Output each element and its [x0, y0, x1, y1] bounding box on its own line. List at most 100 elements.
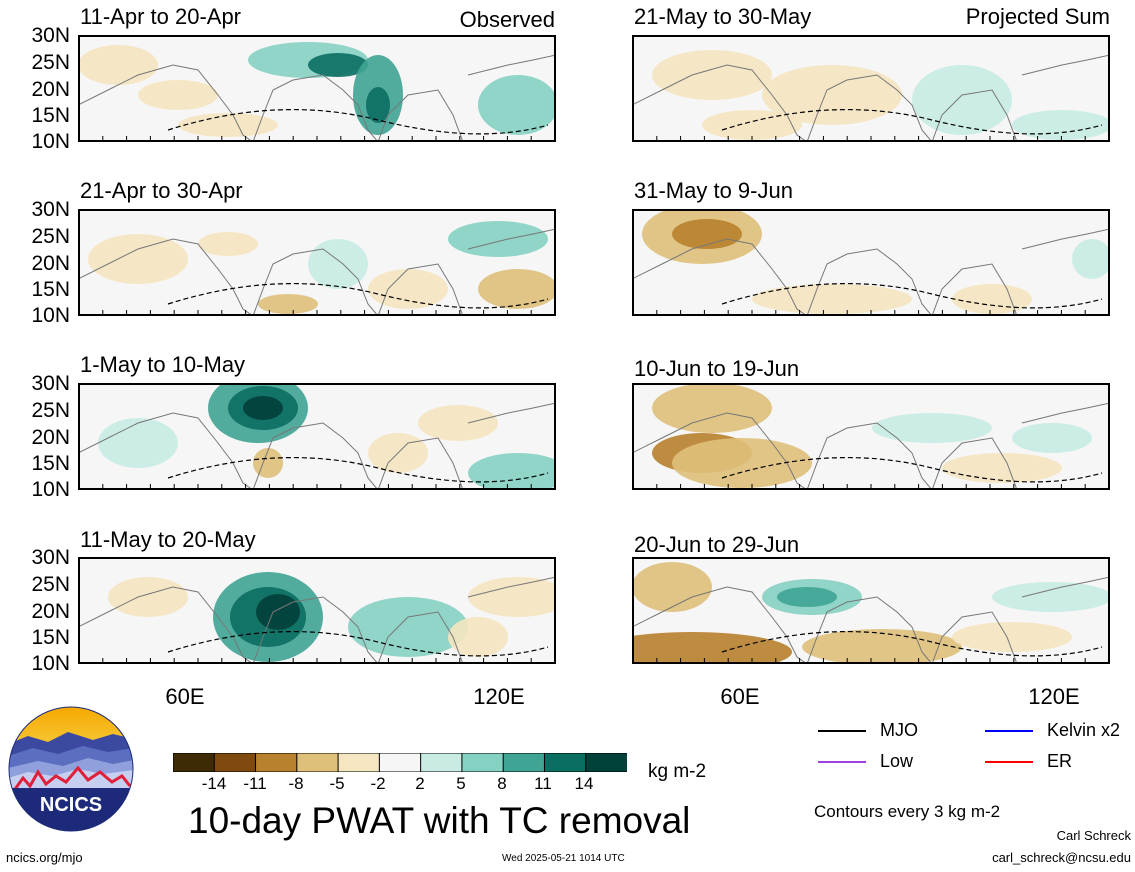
colorbar-swatch	[543, 753, 587, 772]
map-panel	[632, 557, 1110, 664]
map-panel	[632, 35, 1110, 142]
colorbar-label: -2	[370, 774, 386, 793]
lat-tick: 10N	[31, 652, 70, 675]
pwat-anomaly-blob	[98, 418, 178, 468]
pwat-anomaly-blob	[802, 629, 962, 664]
pwat-anomaly-blob	[448, 617, 508, 657]
colorbar-swatch	[337, 753, 381, 772]
pwat-anomaly-blob	[672, 438, 812, 488]
legend-item-kelvin: Kelvin x2	[985, 720, 1120, 741]
panel-title: 1-May to 10-May	[80, 352, 246, 377]
colorbar-label: 11	[534, 774, 552, 793]
footer-url: ncics.org/mjo	[6, 850, 83, 865]
mjo-contour-negative	[721, 457, 1103, 483]
pwat-anomaly-blob	[308, 53, 368, 77]
colorbar-label: 2	[415, 774, 425, 793]
coastline	[78, 576, 556, 664]
lat-tick: 25N	[31, 51, 70, 74]
pwat-anomaly-blob	[243, 396, 283, 420]
footer-email: carl_schreck@ncsu.edu	[992, 850, 1131, 865]
lat-tick: 25N	[31, 225, 70, 248]
panel-title: 11-Apr to 20-Apr	[80, 4, 242, 29]
lat-tick: 20N	[31, 600, 70, 623]
legend-label: Kelvin x2	[1047, 720, 1121, 740]
legend-swatch	[985, 729, 1033, 732]
coastline	[632, 228, 1110, 316]
ncics-logo: NCICS	[8, 706, 134, 832]
lat-tick: 10N	[31, 130, 70, 153]
mjo-contour-negative	[721, 109, 1103, 135]
mjo-contour-negative	[167, 457, 549, 483]
contour-note: Contours every 3 kg m-2	[814, 802, 1001, 821]
mjo-contour-negative	[721, 283, 1103, 309]
lat-tick: 30N	[31, 24, 70, 47]
pwat-anomaly-blob	[78, 45, 158, 85]
pwat-anomaly-blob	[1012, 110, 1110, 140]
coastline	[632, 576, 1110, 664]
panel-tag: Projected Sum	[965, 4, 1110, 29]
mjo-contour-negative	[167, 109, 549, 135]
lat-tick: 30N	[31, 546, 70, 569]
colorbar-label: -5	[329, 774, 345, 793]
pwat-anomaly-blob	[872, 413, 992, 443]
lat-tick: 15N	[31, 278, 70, 301]
pwat-anomaly-blob	[992, 582, 1110, 612]
coastline	[78, 228, 556, 316]
colorbar-swatch	[296, 753, 340, 772]
pwat-anomaly-blob	[777, 587, 837, 607]
colorbar-swatch	[378, 753, 422, 772]
lon-tick: 120E	[473, 684, 525, 709]
lat-tick: 10N	[31, 304, 70, 327]
pwat-anomaly-blob	[1012, 423, 1092, 453]
footer-author: Carl Schreck	[1056, 828, 1131, 843]
panel-title: 10-Jun to 19-Jun	[634, 356, 800, 381]
lat-tick: 30N	[31, 372, 70, 395]
colorbar-units: kg m-2	[648, 761, 707, 782]
colorbar-label: -8	[288, 774, 304, 793]
panel-title: 20-Jun to 29-Jun	[634, 532, 800, 557]
pwat-anomaly-blob	[418, 405, 498, 441]
colorbar-swatch	[420, 753, 463, 772]
pwat-anomaly-blob	[258, 294, 318, 314]
legend-swatch	[985, 760, 1033, 763]
footer-timestamp: Wed 2025-05-21 1014 UTC	[502, 853, 625, 864]
coastline	[632, 402, 1110, 490]
pwat-anomaly-blob	[632, 562, 712, 612]
legend-label: MJO	[880, 720, 918, 740]
pwat-anomaly-blob	[952, 284, 1032, 314]
map-panel	[78, 209, 556, 316]
lat-tick: 15N	[31, 452, 70, 475]
colorbar-label: -11	[243, 774, 267, 793]
colorbar-swatches	[173, 753, 627, 772]
panel-tag: Observed	[459, 7, 555, 32]
colorbar-label: 8	[497, 774, 507, 793]
legend-item-mjo: MJO	[818, 720, 918, 741]
pwat-anomaly-blob	[108, 577, 188, 617]
panel-title: 31-May to 9-Jun	[634, 178, 793, 203]
pwat-anomaly-blob	[942, 453, 1062, 483]
lat-tick: 30N	[31, 198, 70, 221]
pwat-anomaly-blob	[88, 234, 188, 284]
legend-swatch	[818, 760, 866, 763]
panel-title: 21-May to 30-May	[634, 4, 812, 29]
legend-swatch	[818, 729, 866, 732]
pwat-anomaly-blob	[366, 87, 390, 123]
legend-label: Low	[880, 751, 914, 771]
lat-tick: 20N	[31, 252, 70, 275]
lat-tick: 10N	[31, 478, 70, 501]
legend-item-low: Low	[818, 751, 913, 772]
pwat-anomaly-blob	[912, 65, 1012, 135]
pwat-anomaly-blob	[1072, 239, 1110, 279]
pwat-anomaly-blob	[308, 239, 368, 289]
map-panel	[632, 383, 1110, 490]
lat-tick: 20N	[31, 426, 70, 449]
pwat-anomaly-blob	[632, 632, 792, 664]
colorbar-swatch	[585, 753, 627, 772]
legend-item-er: ER	[985, 751, 1072, 772]
colorbar-swatch	[461, 753, 505, 772]
colorbar-swatch	[213, 753, 257, 772]
pwat-anomaly-blob	[256, 594, 300, 630]
logo-text: NCICS	[40, 794, 102, 816]
panel-title: 11-May to 20-May	[80, 527, 256, 552]
coastline	[78, 402, 556, 490]
